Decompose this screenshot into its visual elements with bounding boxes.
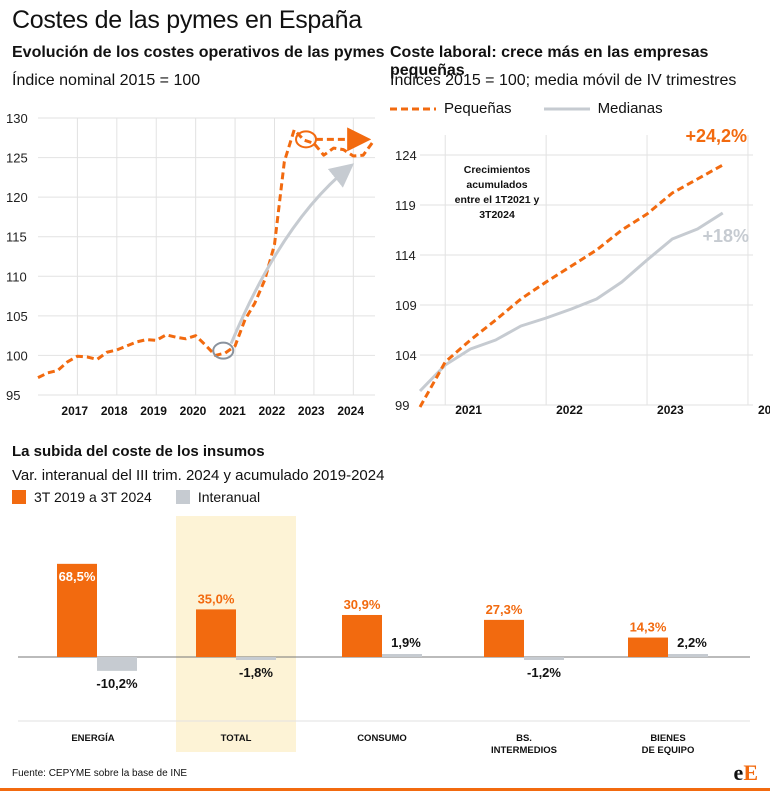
labor-x-tick-label: 2023	[657, 403, 684, 417]
labor-x-tick-label: 2022	[556, 403, 583, 417]
labor-series-line	[418, 163, 724, 408]
opcost-x-tick-label: 2024	[337, 404, 364, 418]
insumos-bar-chart: 68,5% -10,2% ENERGÍA 35,0% -1,8% TOTAL 30,9% 1,…	[18, 516, 750, 756]
chart3-subtitle: Var. interanual del III trim. 2024 y acu…	[12, 467, 385, 484]
opcost-y-tick-label: 105	[6, 309, 28, 324]
bar-label-interanual: -10,2%	[96, 676, 138, 691]
chart2-subtitle: Índices 2015 = 100; media móvil de IV tr…	[390, 72, 737, 89]
labor-x-tick-label: 2024	[758, 403, 770, 417]
labor-y-tick-label: 109	[395, 298, 417, 313]
labor-end-label-pequenas: +24,2%	[685, 126, 747, 146]
labor-y-tick-label: 114	[395, 248, 416, 263]
bar-interanual	[236, 657, 276, 660]
labor-annotation-text: acumulados	[466, 179, 527, 191]
bar-label-acumulado: 68,5%	[59, 569, 96, 584]
chart3-legend: 3T 2019 a 3T 2024 Interanual	[12, 489, 260, 505]
labor-y-tick-label: 119	[395, 198, 416, 213]
bar-acumulado	[484, 619, 524, 657]
bar-interanual	[668, 654, 708, 657]
opcost-x-tick-label: 2020	[180, 404, 207, 418]
opcost-x-tick-label: 2019	[140, 404, 167, 418]
legend-label-pequenas: Pequeñas	[444, 100, 512, 117]
opcost-y-tick-label: 110	[6, 269, 27, 284]
bar-acumulado	[57, 563, 97, 657]
labor-y-tick-label: 104	[395, 348, 417, 363]
bar-label-acumulado: 35,0%	[198, 591, 235, 606]
insumos-category-label: DE EQUIPO	[642, 745, 695, 756]
opcost-y-tick-label: 95	[6, 388, 20, 403]
page-title: Costes de las pymes en España	[12, 6, 362, 34]
opcost-x-tick-label: 2018	[101, 404, 128, 418]
labor-annotation-text: 3T2024	[479, 209, 515, 221]
opcost-y-tick-label: 115	[6, 230, 27, 245]
legend-label-medianas: Medianas	[597, 100, 663, 117]
opcost-rise-arrow	[229, 163, 355, 345]
labor-end-label-medianas: +18%	[702, 226, 749, 246]
opcost-highlight-circle	[212, 341, 235, 360]
bar-interanual	[97, 657, 137, 671]
chart1-title: Evolución de los costes operativos de la…	[12, 44, 385, 61]
insumos-category-label: ENERGÍA	[71, 733, 114, 744]
opcost-line-chart: 95 100 105 110 115 120 125 130 2017 2018 2019 2020 2…	[6, 111, 375, 418]
bar-label-interanual: -1,8%	[239, 665, 273, 680]
bar-label-acumulado: 14,3%	[630, 620, 667, 635]
chart1-subtitle: Índice nominal 2015 = 100	[12, 72, 201, 89]
bar-acumulado	[342, 614, 382, 657]
insumos-category-label: BS.	[516, 733, 532, 744]
bar-label-acumulado: 30,9%	[344, 597, 381, 612]
labor-y-tick-label: 124	[395, 148, 417, 163]
legend-dashed-line-swatch	[390, 107, 436, 110]
opcost-x-tick-label: 2022	[258, 404, 285, 418]
bar-label-acumulado: 27,3%	[486, 602, 523, 617]
bar-acumulado	[196, 609, 236, 657]
bar-label-interanual: -1,2%	[527, 665, 561, 680]
opcost-y-tick-label: 120	[6, 190, 28, 205]
chart2-title: Coste laboral: crece más en las empresas…	[390, 44, 709, 79]
chart3-title: La subida del coste de los insumos	[12, 443, 265, 460]
labor-y-tick-label: 99	[395, 398, 409, 413]
chart2-legend: Pequeñas Medianas	[390, 100, 663, 117]
bottom-rule	[0, 788, 770, 791]
opcost-y-tick-label: 130	[6, 111, 28, 126]
insumos-category-label: TOTAL	[221, 733, 252, 744]
bar-interanual	[524, 657, 564, 660]
bar-acumulado	[628, 637, 668, 657]
opcost-x-tick-label: 2023	[298, 404, 325, 418]
opcost-x-tick-label: 2021	[219, 404, 246, 418]
source-note: Fuente: CEPYME sobre la base de INE	[12, 768, 188, 779]
labor-series-line	[418, 211, 724, 393]
opcost-y-tick-label: 100	[6, 348, 28, 363]
labor-annotation-text: Crecimientos	[464, 164, 531, 176]
opcost-series-line	[37, 128, 375, 379]
legend-swatch-acumulado	[12, 490, 26, 504]
legend-label-acumulado: 3T 2019 a 3T 2024	[34, 489, 152, 505]
labor-x-tick-label: 2021	[455, 403, 482, 417]
insumos-category-label: BIENES	[650, 733, 685, 744]
legend-swatch-interanual	[175, 490, 190, 504]
bar-label-interanual: 2,2%	[677, 635, 707, 650]
insumos-category-label: CONSUMO	[357, 733, 407, 744]
labor-annotation-text: entre el 1T2021 y	[455, 194, 540, 206]
opcost-y-tick-label: 125	[6, 151, 28, 166]
legend-label-interanual: Interanual	[197, 489, 261, 505]
bar-interanual	[382, 654, 422, 657]
insumos-category-label: INTERMEDIOS	[491, 745, 557, 756]
eleconomista-logo: eE	[733, 760, 758, 785]
bar-label-interanual: 1,9%	[391, 635, 421, 650]
legend-solid-line-swatch	[543, 107, 590, 110]
opcost-x-tick-label: 2017	[61, 404, 88, 418]
labor-cost-line-chart: 99 104 109 114 119 124 2021 2022 2023 2024 Crecimi…	[395, 126, 770, 417]
